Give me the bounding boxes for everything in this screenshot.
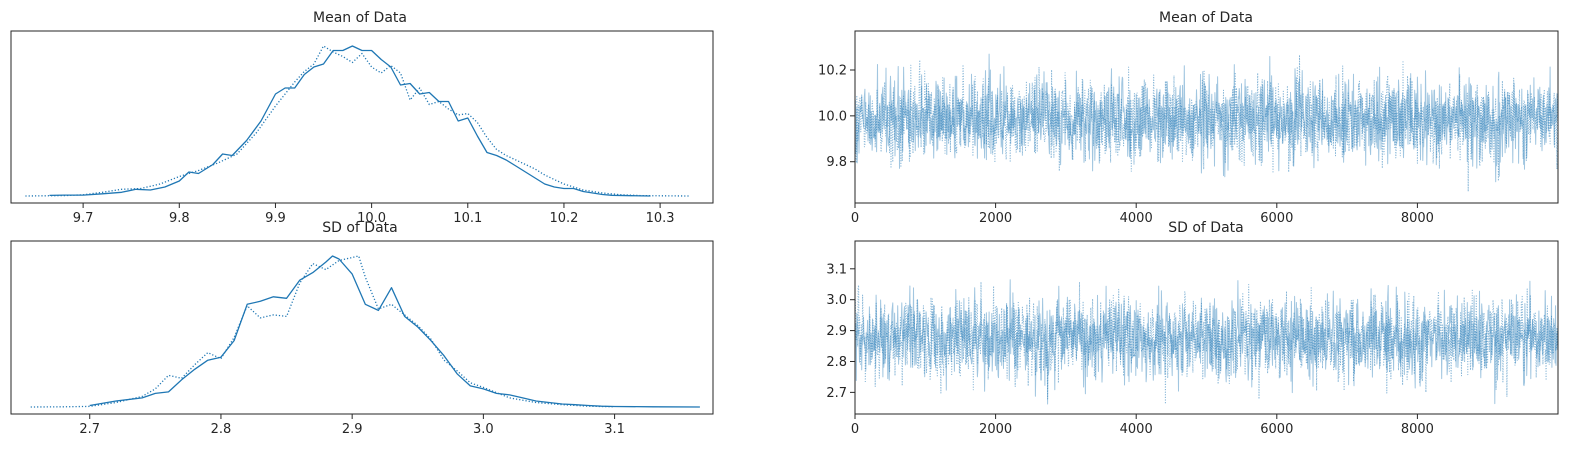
x-tick-label: 4000 [1120, 422, 1153, 437]
x-tick-label: 10.3 [646, 211, 675, 226]
x-tick-label: 3.1 [604, 422, 625, 437]
x-tick-label: 2000 [979, 211, 1012, 226]
x-tick-label: 2.9 [342, 422, 363, 437]
axes-frame [854, 30, 1559, 204]
y-tick-label: 10.0 [818, 109, 847, 124]
sd-density-title: SD of Data [322, 220, 398, 236]
sd-trace-title: SD of Data [1168, 220, 1244, 236]
y-tick-label: 3.0 [826, 293, 847, 308]
x-tick-label: 10.0 [357, 211, 386, 226]
mean-density-title: Mean of Data [313, 10, 407, 26]
axes-frame [10, 240, 714, 415]
sd-trace-panel: 0 2000 4000 6000 8000 2.7 2.8 2.9 3.0 3.1 SD of Da… [826, 220, 1559, 437]
y-tick-label: 9.8 [826, 155, 847, 170]
x-tick-label: 6000 [1260, 211, 1293, 226]
y-tick-label: 3.1 [826, 262, 847, 277]
y-tick-label: 10.2 [818, 63, 847, 78]
trace-line-dotted [854, 281, 1559, 405]
trace-line-dotted [854, 54, 1559, 193]
x-tick-label: 2.8 [211, 422, 232, 437]
x-tick-label: 8000 [1401, 422, 1434, 437]
x-tick-label: 2.7 [79, 422, 100, 437]
mean-trace-panel: 0 2000 4000 6000 8000 9.8 10.0 10.2 Mean of Data [818, 10, 1559, 226]
axes-frame [10, 30, 714, 204]
trace-line-solid [854, 279, 1559, 405]
y-tick-label: 2.9 [826, 324, 847, 339]
x-tick-label: 9.8 [169, 211, 190, 226]
mean-density-panel: 9.7 9.8 9.9 10.0 10.1 10.2 10.3 Mean of Data [10, 10, 714, 226]
y-tick-label: 2.7 [826, 386, 847, 401]
mean-trace-title: Mean of Data [1159, 10, 1253, 26]
x-tick-label: 0 [851, 422, 859, 437]
x-tick-label: 10.1 [453, 211, 482, 226]
density-line-solid [49, 45, 651, 197]
x-tick-label: 6000 [1260, 422, 1293, 437]
x-tick-label: 3.0 [473, 422, 494, 437]
y-tick-label: 2.8 [826, 355, 847, 370]
x-tick-label: 0 [851, 211, 859, 226]
x-tick-label: 9.9 [265, 211, 286, 226]
axes-frame [854, 240, 1559, 415]
x-tick-label: 9.7 [73, 211, 94, 226]
x-tick-label: 10.2 [549, 211, 578, 226]
sd-density-panel: 2.7 2.8 2.9 3.0 3.1 SD of Data [10, 220, 714, 437]
x-tick-label: 8000 [1401, 211, 1434, 226]
density-line-dotted [25, 45, 690, 197]
density-line-dotted [30, 255, 615, 408]
x-tick-label: 4000 [1120, 211, 1153, 226]
density-line-solid [89, 255, 700, 408]
x-tick-label: 2000 [979, 422, 1012, 437]
